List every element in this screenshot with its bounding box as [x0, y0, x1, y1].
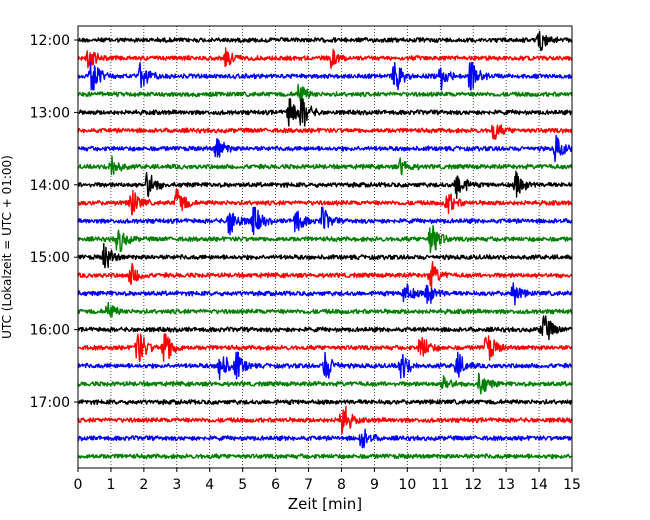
seismogram-trace [77, 372, 573, 395]
x-tick-label: 9 [370, 477, 379, 493]
seismogram-trace [77, 453, 573, 460]
x-tick-label: 14 [530, 477, 548, 493]
x-tick-label: 12 [464, 477, 482, 493]
y-axis-ticks: 12:00 13:00 14:00 15:00 16:00 17:00 [30, 33, 78, 411]
x-tick-label: 2 [139, 477, 148, 493]
plot-frame [77, 25, 573, 469]
seismogram-trace [77, 83, 573, 103]
seismogram-trace [77, 124, 573, 140]
x-tick-label: 7 [304, 477, 313, 493]
x-axis-ticks: 0 1 2 3 4 5 6 7 8 9 10 11 12 13 14 15 [74, 468, 581, 493]
seismogram-trace [77, 243, 573, 269]
seismogram-trace [77, 188, 573, 216]
seismogram-trace [77, 351, 573, 380]
x-tick-label: 4 [205, 477, 214, 493]
x-tick-label: 13 [497, 477, 515, 493]
seismogram-trace [77, 428, 573, 449]
x-tick-label: 3 [172, 477, 181, 493]
seismogram-trace [77, 98, 573, 127]
y-tick-label: 15:00 [30, 250, 70, 266]
seismogram-trace [77, 155, 573, 176]
y-tick-label: 17:00 [30, 395, 70, 411]
seismogram-trace [77, 170, 573, 199]
x-tick-label: 1 [106, 477, 115, 493]
seismogram-trace [77, 261, 573, 290]
y-axis-title: UTC (Lokalzeit = UTC + 01:00) [0, 155, 14, 339]
x-tick-label: 10 [398, 477, 416, 493]
seismogram-trace [77, 62, 573, 91]
seismogram-traces [77, 30, 573, 460]
x-axis-title: Zeit [min] [288, 495, 362, 513]
seismogram-trace [77, 333, 573, 362]
x-tick-label: 0 [74, 477, 83, 493]
seismogram-trace [77, 134, 573, 163]
x-tick-label: 5 [238, 477, 247, 493]
seismogram-trace [77, 405, 573, 435]
seismogram-trace [77, 315, 573, 341]
x-tick-label: 6 [271, 477, 280, 493]
y-tick-label: 12:00 [30, 33, 70, 49]
x-tick-label: 11 [431, 477, 449, 493]
seismogram-trace [77, 47, 573, 69]
y-tick-label: 14:00 [30, 178, 70, 194]
seismogram-trace [77, 224, 573, 254]
seismogram-trace [77, 30, 573, 51]
seismogram-trace [77, 206, 573, 236]
y-tick-label: 13:00 [30, 105, 70, 121]
x-tick-label: 8 [337, 477, 346, 493]
seismogram-trace [77, 282, 573, 306]
y-tick-label: 16:00 [30, 323, 70, 339]
seismogram-trace [77, 398, 573, 406]
seismogram-trace [77, 301, 573, 318]
x-tick-label: 15 [563, 477, 581, 493]
